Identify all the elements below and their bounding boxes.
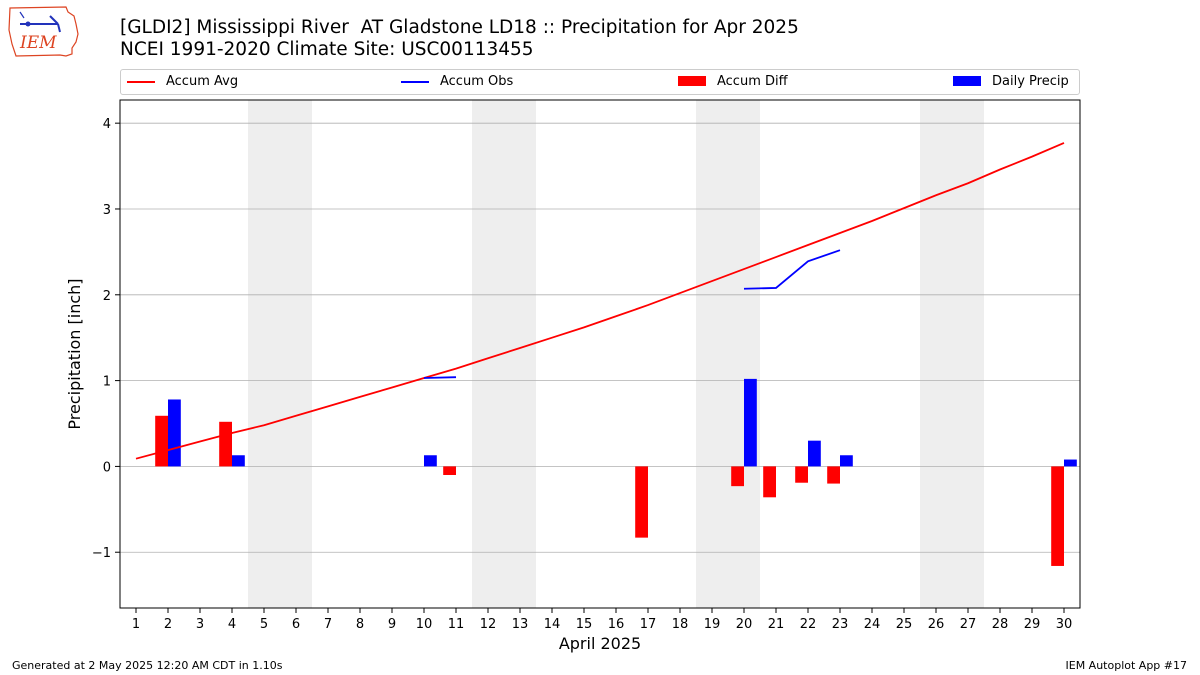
plot-frame bbox=[119, 99, 1081, 609]
generated-timestamp: Generated at 2 May 2025 12:20 AM CDT in … bbox=[12, 659, 283, 672]
y-tick-label: 3 bbox=[103, 203, 111, 218]
y-tick-label: 4 bbox=[103, 117, 111, 132]
x-tick-label: 10 bbox=[416, 617, 433, 632]
x-tick-label: 4 bbox=[228, 617, 236, 632]
chart-subtitle: NCEI 1991-2020 Climate Site: USC00113455 bbox=[120, 39, 534, 60]
x-tick-label: 17 bbox=[640, 617, 657, 632]
line-marks bbox=[135, 142, 1065, 460]
x-axis: 1 2 3 4 5 6 7 8 9 10 11 12 13 14 15 16 17 18 19 20 21 22 23 24 2… bbox=[132, 608, 1072, 632]
accum-avg-line bbox=[135, 142, 1065, 460]
x-tick-label: 26 bbox=[928, 617, 945, 632]
y-tick-label: −1 bbox=[92, 546, 111, 561]
x-tick-label: 19 bbox=[704, 617, 721, 632]
x-tick-label: 18 bbox=[672, 617, 689, 632]
x-tick-label: 3 bbox=[196, 617, 204, 632]
x-tick-label: 8 bbox=[356, 617, 364, 632]
accum-diff-bar bbox=[1051, 466, 1064, 566]
weekend-band bbox=[920, 100, 984, 608]
x-tick-label: 28 bbox=[992, 617, 1009, 632]
weekend-bands bbox=[248, 100, 984, 608]
x-tick-label: 12 bbox=[480, 617, 497, 632]
legend-label-accum-diff: Accum Diff bbox=[717, 74, 788, 89]
y-tick-label: 2 bbox=[103, 289, 111, 304]
x-tick-label: 27 bbox=[960, 617, 977, 632]
accum-diff-bar bbox=[219, 421, 232, 467]
accum-diff-bar bbox=[731, 466, 744, 487]
y-axis: −1 0 1 2 3 4 bbox=[92, 117, 120, 561]
x-tick-label: 14 bbox=[544, 617, 561, 632]
legend-label-accum-obs: Accum Obs bbox=[440, 74, 514, 89]
x-tick-label: 6 bbox=[292, 617, 300, 632]
accum-diff-bar bbox=[155, 415, 168, 467]
daily-precip-bar bbox=[168, 399, 181, 467]
x-tick-label: 29 bbox=[1024, 617, 1041, 632]
x-tick-label: 16 bbox=[608, 617, 625, 632]
y-tick-label: 0 bbox=[103, 460, 111, 475]
daily-precip-bar bbox=[1064, 459, 1077, 467]
accum-obs-line bbox=[743, 249, 841, 290]
chart-title: [GLDI2] Mississippi River AT Gladstone L… bbox=[120, 17, 799, 38]
daily-precip-bar bbox=[744, 378, 757, 467]
x-tick-label: 21 bbox=[768, 617, 785, 632]
x-tick-label: 30 bbox=[1056, 617, 1073, 632]
accum-diff-bar bbox=[635, 466, 648, 538]
legend-label-accum-avg: Accum Avg bbox=[166, 74, 239, 89]
x-tick-label: 24 bbox=[864, 617, 881, 632]
daily-precip-bar bbox=[424, 455, 437, 467]
x-tick-label: 2 bbox=[164, 617, 172, 632]
x-tick-label: 22 bbox=[800, 617, 817, 632]
x-tick-label: 15 bbox=[576, 617, 593, 632]
accum-diff-bar bbox=[795, 466, 808, 483]
weekend-band bbox=[248, 100, 312, 608]
weekend-band bbox=[696, 100, 760, 608]
accum-obs-line bbox=[423, 376, 457, 379]
x-tick-label: 9 bbox=[388, 617, 396, 632]
app-id: IEM Autoplot App #17 bbox=[1065, 659, 1188, 672]
legend-swatch-accum-obs bbox=[401, 81, 429, 83]
x-axis-label: April 2025 bbox=[559, 634, 641, 653]
legend: Accum Avg Accum Obs Accum Diff Daily Pre… bbox=[120, 69, 1080, 95]
accum-diff-bar bbox=[763, 466, 776, 498]
accum-diff-bar bbox=[827, 466, 840, 484]
accum-diff-bar bbox=[443, 466, 456, 475]
y-gridlines bbox=[120, 122, 1080, 553]
daily-precip-bar bbox=[808, 440, 821, 467]
daily-precip-bar bbox=[232, 455, 245, 467]
x-tick-label: 20 bbox=[736, 617, 753, 632]
legend-label-daily-precip: Daily Precip bbox=[992, 74, 1069, 89]
bar-marks bbox=[155, 378, 1077, 566]
x-tick-label: 23 bbox=[832, 617, 849, 632]
y-tick-label: 1 bbox=[103, 375, 111, 390]
logo-text: IEM bbox=[19, 33, 57, 53]
legend-swatch-accum-diff bbox=[678, 76, 706, 86]
weather-station-icon bbox=[19, 11, 61, 33]
y-axis-label: Precipitation [inch] bbox=[65, 278, 84, 429]
x-tick-label: 1 bbox=[132, 617, 140, 632]
x-tick-label: 7 bbox=[324, 617, 332, 632]
legend-swatch-daily-precip bbox=[953, 76, 981, 86]
iem-logo: IEM bbox=[8, 6, 79, 57]
x-tick-label: 11 bbox=[448, 617, 465, 632]
x-tick-label: 25 bbox=[896, 617, 913, 632]
x-tick-label: 5 bbox=[260, 617, 268, 632]
daily-precip-bar bbox=[840, 455, 853, 467]
legend-swatch-accum-avg bbox=[127, 81, 155, 83]
x-tick-label: 13 bbox=[512, 617, 529, 632]
